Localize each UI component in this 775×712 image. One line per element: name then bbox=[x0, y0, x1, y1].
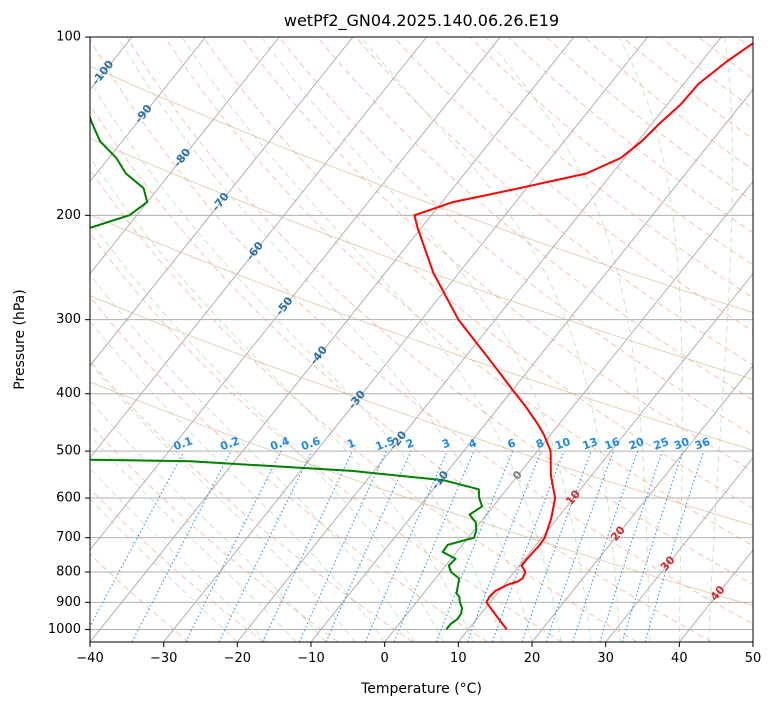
x-tick-label: 40 bbox=[671, 651, 688, 666]
x-tick-label: −10 bbox=[297, 651, 324, 666]
x-tick-label: 30 bbox=[597, 651, 614, 666]
y-tick-label: 300 bbox=[56, 312, 81, 327]
y-tick-label: 500 bbox=[56, 444, 81, 459]
y-tick-label: 400 bbox=[56, 386, 81, 401]
x-axis-label: Temperature (°C) bbox=[360, 681, 482, 697]
y-tick-label: 900 bbox=[56, 595, 81, 610]
x-tick-label: 20 bbox=[524, 651, 541, 666]
x-tick-label: 50 bbox=[745, 651, 762, 666]
y-tick-label: 200 bbox=[56, 208, 81, 223]
y-tick-label: 800 bbox=[56, 565, 81, 580]
y-tick-label: 600 bbox=[56, 491, 81, 506]
x-tick-label: −30 bbox=[150, 651, 177, 666]
y-axis-label: Pressure (hPa) bbox=[12, 289, 28, 389]
x-tick-label: 0 bbox=[381, 651, 389, 666]
y-tick-label: 1000 bbox=[48, 622, 81, 637]
x-tick-label: −40 bbox=[76, 651, 103, 666]
x-tick-label: −20 bbox=[224, 651, 251, 666]
x-tick-label: 10 bbox=[450, 651, 467, 666]
chart-title: wetPf2_GN04.2025.140.06.26.E19 bbox=[284, 11, 559, 31]
y-tick-label: 100 bbox=[56, 30, 81, 45]
y-tick-label: 700 bbox=[56, 530, 81, 545]
